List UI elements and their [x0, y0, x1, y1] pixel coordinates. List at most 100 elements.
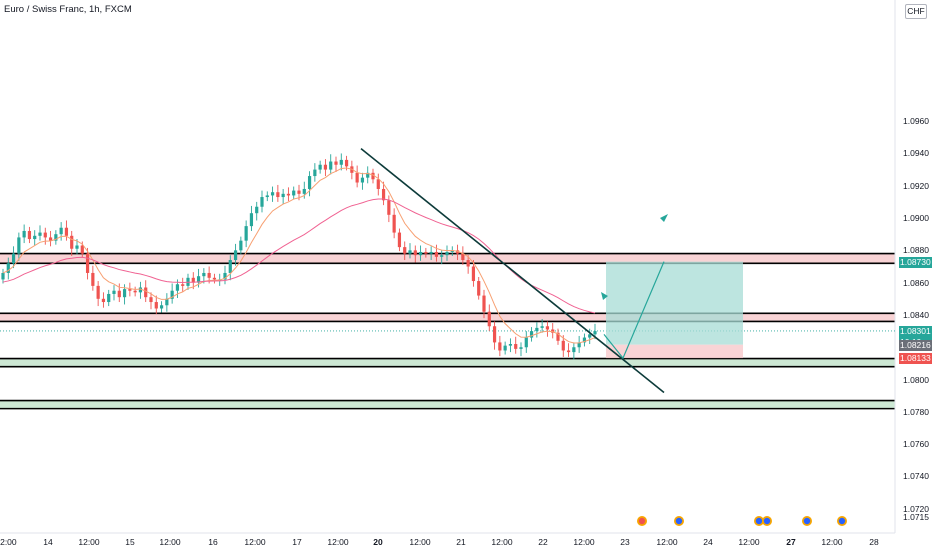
- price-tag-value: 1.08730: [900, 256, 931, 267]
- projection-arrow-head: [660, 214, 668, 222]
- price-tag-red: 1.08133: [899, 353, 932, 365]
- candle-body: [360, 177, 365, 183]
- candle-body: [75, 245, 79, 249]
- candle-body: [403, 247, 407, 254]
- candle-body: [572, 347, 576, 353]
- candle-body: [318, 164, 322, 170]
- candle-body: [381, 188, 386, 201]
- candle-body: [138, 287, 143, 293]
- candle-body: [302, 188, 306, 194]
- candle-body: [429, 251, 433, 254]
- price-tick: 1.0780: [903, 406, 929, 417]
- candle-body: [112, 290, 116, 294]
- time-tick: 22: [538, 537, 548, 547]
- projection-path: [603, 261, 665, 360]
- candle-body: [466, 260, 470, 267]
- candle-body: [6, 263, 10, 273]
- candle-body: [313, 169, 317, 177]
- time-tick: 12:00: [491, 537, 513, 547]
- candle-body: [48, 237, 53, 241]
- candle-body: [582, 337, 587, 343]
- candle-body: [514, 344, 518, 349]
- candle-body: [159, 305, 164, 309]
- time-tick: 17: [292, 537, 302, 547]
- candle-body: [307, 176, 312, 189]
- candle-body: [482, 295, 486, 312]
- event-marker-2: [755, 517, 763, 525]
- price-tag-green: 1.08730: [899, 256, 932, 268]
- candle-body: [212, 277, 217, 280]
- candle-body: [366, 172, 370, 178]
- candle-body: [54, 234, 58, 241]
- candle-body: [344, 159, 349, 167]
- zone-resistance-0: [0, 253, 895, 264]
- time-tick: 12:00: [656, 537, 678, 547]
- candle-body: [593, 331, 597, 335]
- event-marker-5: [838, 517, 846, 525]
- candle-body: [170, 290, 174, 299]
- candle-body: [519, 347, 523, 349]
- time-tick: 12:00: [738, 537, 760, 547]
- candle-body: [323, 164, 328, 170]
- candle-body: [96, 285, 100, 299]
- time-tick: 27: [786, 537, 796, 547]
- candle-body: [492, 326, 497, 343]
- candle-body: [434, 251, 439, 257]
- candle-body: [223, 272, 227, 280]
- candle-body: [276, 192, 280, 198]
- candle-body: [265, 195, 269, 198]
- time-tick: 12:00: [78, 537, 100, 547]
- candle-body: [101, 298, 106, 303]
- candle-body: [413, 250, 417, 256]
- candle-body: [133, 290, 137, 293]
- candle-body: [408, 250, 412, 254]
- candle-body: [80, 245, 84, 254]
- time-tick: 12:00: [821, 537, 843, 547]
- candle-body: [440, 255, 444, 257]
- candle-body: [181, 284, 185, 286]
- price-tick: 1.0840: [903, 309, 929, 320]
- time-tick: 20: [373, 537, 383, 547]
- candle-body: [371, 172, 375, 180]
- candle-body: [43, 232, 47, 238]
- candle-body: [196, 276, 201, 283]
- candle-body: [17, 237, 21, 254]
- price-tick: 1.0760: [903, 439, 929, 450]
- time-tick: 14: [43, 537, 53, 547]
- price-tag-value: 1.08216: [900, 339, 931, 350]
- candle-body: [450, 250, 454, 252]
- price-tick: 1.0740: [903, 471, 929, 482]
- time-tick: 24: [703, 537, 713, 547]
- price-tick: 1.0940: [903, 148, 929, 159]
- candle-body: [122, 289, 127, 298]
- event-marker-4: [803, 517, 811, 525]
- price-tick: 1.0720: [903, 503, 929, 514]
- time-tick: 12:00: [244, 537, 266, 547]
- candle-body: [149, 297, 153, 303]
- candle-body: [292, 190, 296, 196]
- candle-body: [244, 226, 248, 241]
- candle-body: [107, 293, 111, 303]
- symbol-title[interactable]: Euro / Swiss Franc, 1h, FXCM: [4, 4, 132, 15]
- candle-body: [461, 253, 465, 261]
- candle-body: [334, 161, 338, 165]
- price-tick: 1.0920: [903, 180, 929, 191]
- candle-body: [239, 240, 243, 251]
- time-tick: 21: [456, 537, 466, 547]
- price-tick: 1.0880: [903, 245, 929, 256]
- candle-body: [191, 277, 195, 283]
- candle-body: [529, 331, 534, 338]
- candle-body: [233, 250, 238, 261]
- candle-body: [540, 326, 544, 328]
- price-tag-value: 1.08301: [900, 325, 931, 336]
- candle-body: [445, 251, 449, 256]
- currency-badge[interactable]: CHF: [905, 4, 927, 19]
- candle-body: [339, 159, 343, 165]
- candle-body: [117, 290, 121, 298]
- candle-body: [59, 227, 63, 235]
- candle-body: [281, 193, 285, 198]
- price-tag-gray: 1.08216: [899, 339, 932, 351]
- candle-body: [1, 272, 5, 280]
- price-tick: 1.0900: [903, 213, 929, 224]
